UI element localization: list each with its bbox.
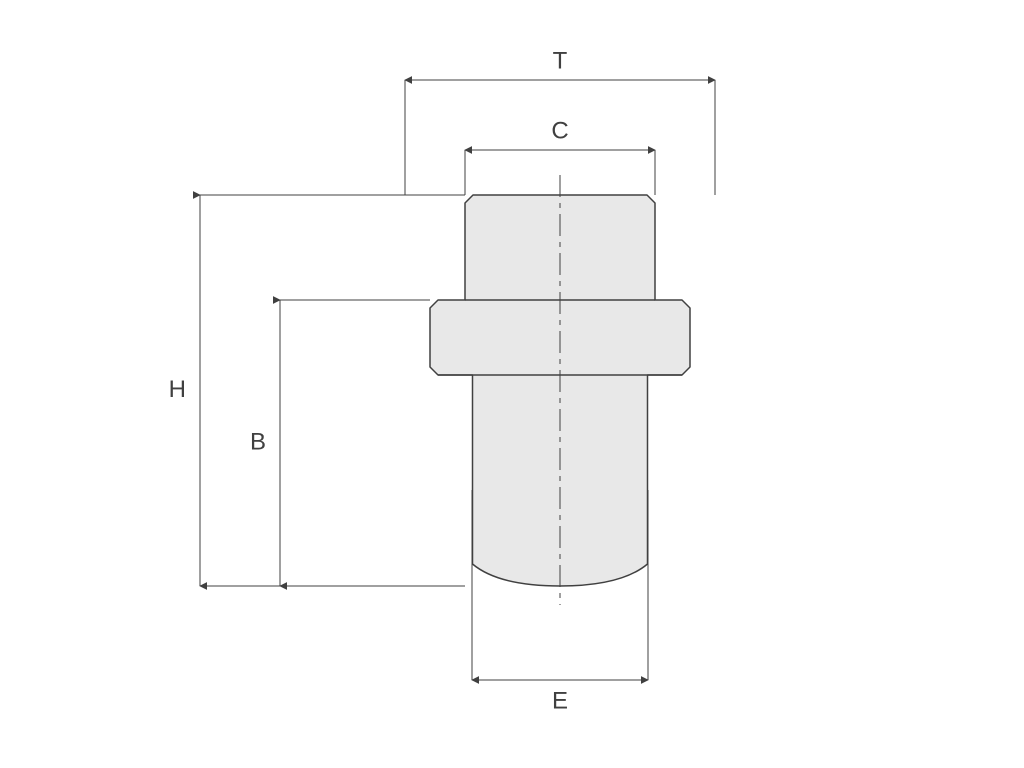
dim-label-H: H — [169, 376, 186, 403]
dim-label-C: C — [551, 117, 568, 144]
technical-drawing: T C E H B — [0, 0, 1024, 768]
dim-label-B: B — [250, 428, 266, 455]
dim-label-E: E — [552, 687, 568, 714]
dim-label-T: T — [553, 47, 568, 74]
